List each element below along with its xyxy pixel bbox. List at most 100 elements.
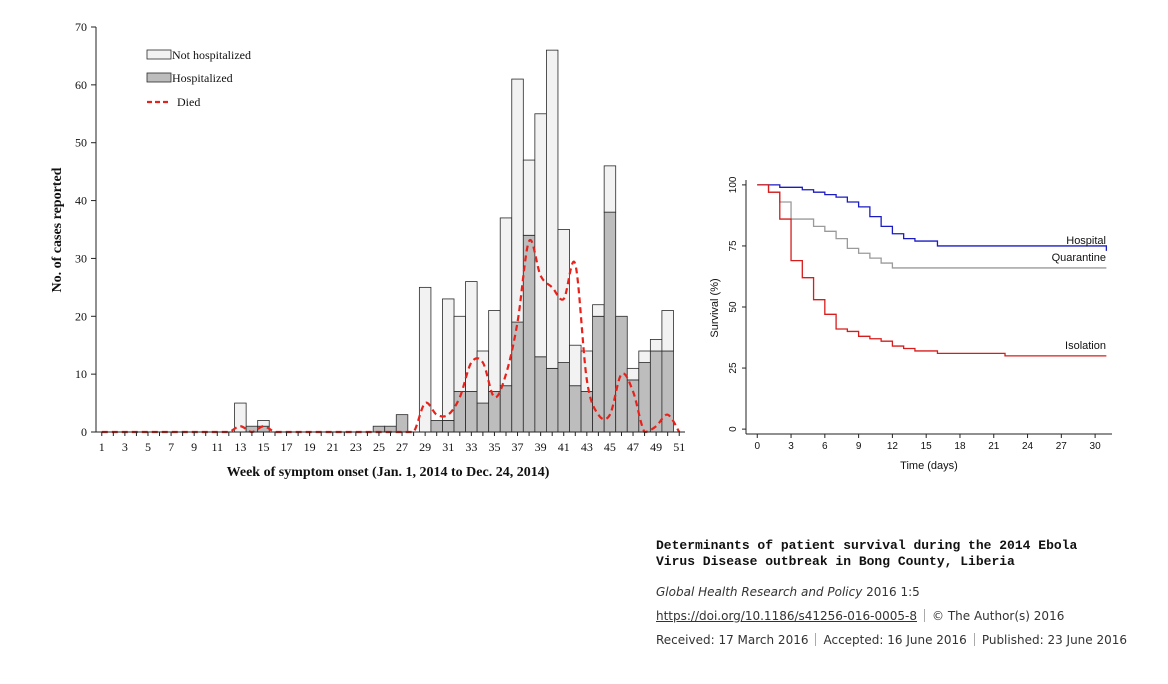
bar-hospitalized [453,391,466,433]
legend: Not hospitalized Hospitalized Died [146,48,251,109]
x-tick-label: 33 [465,440,477,454]
y-tick-label: 10 [75,367,87,381]
x-tick-label: 3 [122,440,128,454]
y-tick-label: 50 [75,136,87,150]
bar-not-hospitalized [546,49,559,369]
x-tick-label: 13 [234,440,246,454]
copyright-text: © The Author(s) 2016 [932,609,1065,623]
x-tick-label: 24 [1022,441,1034,452]
separator [815,633,817,646]
x-tick-label: 15 [921,441,933,452]
survival-lines-layer: Hospital Quarantine Isolation [757,184,1108,357]
x-tick-label: 21 [327,440,339,454]
doi-line: https://doi.org/10.1186/s41256-016-0005-… [656,608,1156,624]
legend-swatch-not-hospitalized [146,49,172,60]
y-tick-label: 30 [75,251,87,265]
series-label-hospital: Hospital [1066,235,1106,247]
bar-not-hospitalized [603,165,617,213]
bar-hospitalized [546,367,559,433]
x-tick-label: 9 [191,440,197,454]
survival-chart: 0 25 50 75 100 0 3 6 9 12 15 18 21 24 27 30 Hospital Qua… [709,176,1112,472]
journal-volume: 2016 1:5 [866,585,920,599]
separator [924,609,926,622]
bar-not-hospitalized [592,304,605,317]
bar-hospitalized [476,402,490,433]
x-tick-label: 43 [581,440,593,454]
bar-not-hospitalized [649,339,663,352]
y-axis-label: No. of cases reported [50,167,65,292]
journal-name: Global Health Research and Policy [656,585,863,599]
bar-hospitalized [499,385,513,433]
x-tick-label: 47 [627,440,639,454]
y-tick-label: 75 [728,240,739,252]
x-axis-label: Time (days) [900,460,958,472]
bar-not-hospitalized [522,159,536,236]
bar-hospitalized [442,420,455,433]
x-tick-label: 29 [419,440,431,454]
survival-line-isolation [757,184,1107,357]
dates-line: Received: 17 March 2016 Accepted: 16 June… [656,632,1156,648]
x-tick-label: 12 [887,441,899,452]
bar-not-hospitalized [257,420,270,427]
bar-layer [234,49,674,433]
bar-not-hospitalized [465,281,478,392]
y-tick-label: 60 [75,78,87,92]
bar-not-hospitalized [569,344,582,387]
bar-not-hospitalized [499,217,513,387]
bar-hospitalized [488,391,501,433]
x-tick-label: 1 [99,440,105,454]
y-tick-label: 0 [728,426,739,432]
x-tick-label: 35 [488,440,500,454]
bar-hospitalized [395,414,409,433]
x-tick-label: 5 [145,440,151,454]
x-tick-label: 27 [396,440,408,454]
y-tick-label: 100 [728,176,739,193]
doi-link[interactable]: https://doi.org/10.1186/s41256-016-0005-… [656,609,918,623]
x-tick-label: 23 [350,440,362,454]
journal-line: Global Health Research and Policy 2016 1… [656,584,1156,600]
x-tick-label: 3 [788,441,794,452]
paper-title-line-2: Virus Disease outbreak in Bong County, L… [656,554,1015,569]
bar-not-hospitalized [626,367,640,381]
bar-hospitalized [557,362,570,433]
bar-not-hospitalized [534,113,547,358]
x-tick-label: 15 [257,440,269,454]
y-tick-label: 20 [75,309,87,323]
x-tick-label: 37 [512,440,524,454]
x-tick-label: 21 [988,441,1000,452]
legend-label-died: Died [177,95,200,109]
x-tick-label: 51 [673,440,685,454]
x-tick-label: 6 [822,441,828,452]
x-tick-label: 45 [604,440,616,454]
series-label-quarantine: Quarantine [1052,252,1106,264]
paper-title: Determinants of patient survival during … [656,538,1156,570]
x-tick-label: 25 [373,440,385,454]
bar-not-hospitalized [638,350,651,363]
y-tick-label: 0 [81,425,87,439]
x-tick-label: 11 [211,440,223,454]
accepted-date: Accepted: 16 June 2016 [823,633,967,647]
x-tick-label: 0 [754,441,760,452]
bar-not-hospitalized [442,298,455,421]
bar-not-hospitalized [488,310,501,392]
bar-hospitalized [534,356,547,433]
y-axis-label: Survival (%) [709,278,721,337]
y-tick-label: 70 [75,20,87,34]
bar-not-hospitalized [453,315,466,392]
x-tick-label: 9 [856,441,862,452]
bar-hospitalized [592,315,605,433]
x-axis-label: Week of symptom onset (Jan. 1, 2014 to D… [227,465,550,480]
bar-hospitalized [522,234,536,433]
x-tick-label: 27 [1056,441,1068,452]
axes-layer: 0 25 50 75 100 0 3 6 9 12 15 18 21 24 27 30 [728,176,1112,452]
bar-not-hospitalized [580,350,594,392]
x-tick-label: 17 [281,440,293,454]
legend-label-hospitalized: Hospitalized [172,71,233,85]
bar-hospitalized [661,350,674,433]
paper-title-line-1: Determinants of patient survival during … [656,538,1078,553]
x-tick-label: 19 [304,440,316,454]
x-tick-label: 7 [168,440,174,454]
x-tick-label: 39 [535,440,547,454]
